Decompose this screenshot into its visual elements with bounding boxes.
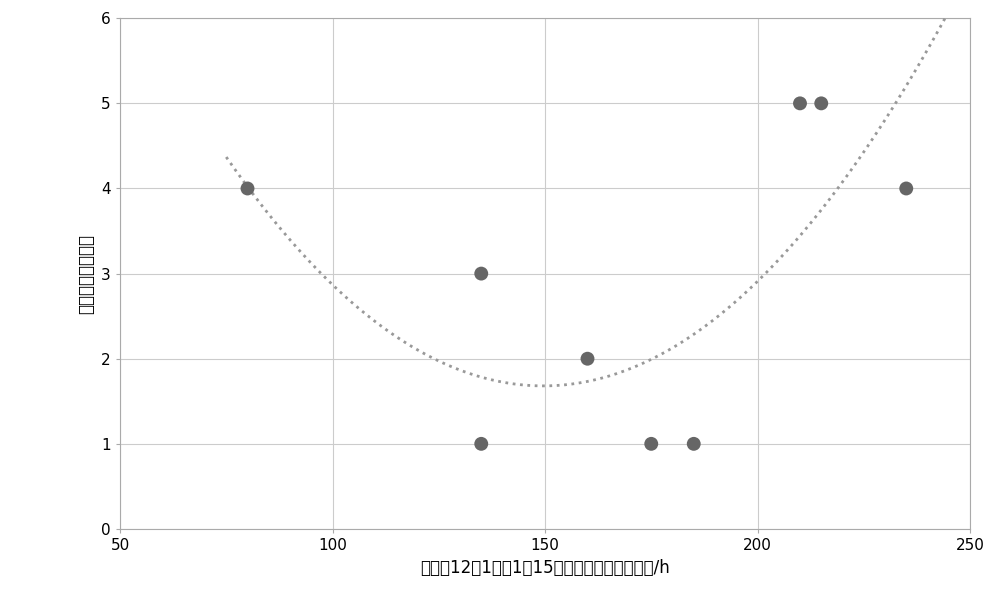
Point [643,439,659,449]
Point [792,98,808,108]
Point [686,439,702,449]
Point [473,439,489,449]
Point [813,98,829,108]
Point [580,354,596,364]
Point [473,269,489,278]
Point [898,184,914,193]
Point [240,184,256,193]
Y-axis label: 产量大小年型等级: 产量大小年型等级 [78,233,96,314]
X-axis label: 上一年12月1日到1月15的每日日照时数的累计/h: 上一年12月1日到1月15的每日日照时数的累计/h [420,559,670,576]
